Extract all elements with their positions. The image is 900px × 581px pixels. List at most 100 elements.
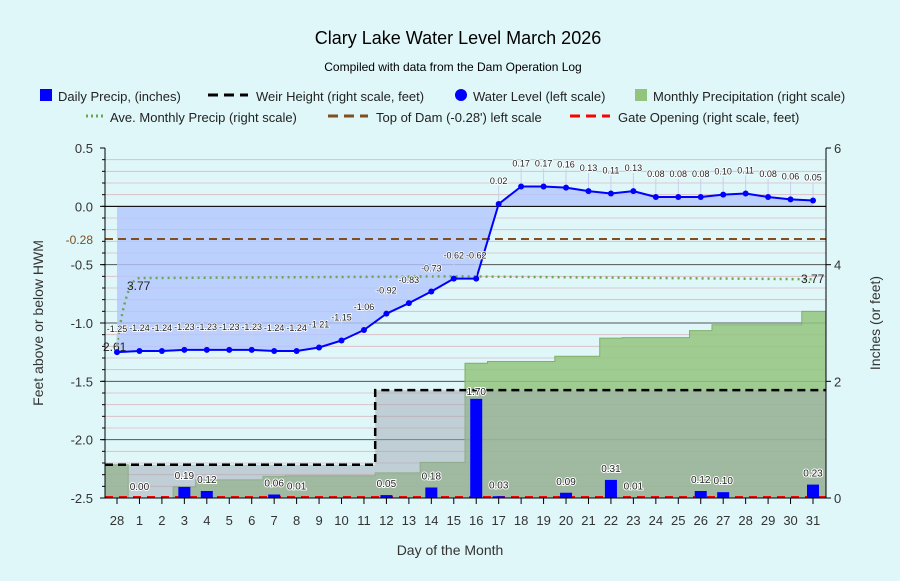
water-level-point [742,190,749,197]
x-tick-label: 21 [581,513,595,528]
y-axis-label: Feet above or below HWM [30,240,46,406]
daily-precip-bar [807,484,819,498]
water-level-label: -0.62 [466,251,487,261]
x-tick-label: 29 [761,513,775,528]
x-tick-label: 5 [226,513,233,528]
daily-precip-label: 0.19 [175,471,195,482]
water-level-label: 0.11 [737,166,754,176]
daily-precip-bar [470,398,483,498]
water-level-point [405,300,412,307]
water-level-point [765,194,772,200]
x-tick-label: 20 [559,513,573,528]
legend: Daily Precip, (inches) Weir Height (right… [40,89,845,125]
y-tick-label: 0.5 [75,141,93,156]
x-tick-label: 11 [357,513,371,528]
water-level-point [428,288,435,295]
x-tick-label: 14 [424,513,438,528]
water-level-label: 0.17 [512,159,530,169]
legend-item: Ave. Monthly Precip (right scale) [86,110,297,125]
daily-precip-label: 0.12 [197,475,217,486]
x-tick-label: 2 [158,513,165,528]
x-tick-label: 28 [738,513,752,528]
water-level-point [271,348,278,354]
water-level-point [316,344,323,351]
daily-precip-bar [268,494,281,498]
weir-height-line [105,388,826,466]
daily-precip-bar [604,479,617,498]
water-level-point [450,275,457,282]
water-level-point [158,348,165,354]
water-level-label: 0.02 [490,176,508,186]
water-level-point [652,194,659,200]
daily-precip-label: 0.03 [489,480,509,491]
daily-precip-label: 0.31 [601,464,621,475]
water-level-point [810,197,816,204]
x-tick-label: 31 [806,513,820,528]
daily-precip-label: 0.05 [377,479,397,490]
water-level-point [495,201,502,207]
water-level-label: -1.24 [129,323,150,333]
water-level-point [248,346,255,353]
legend-item: Gate Opening (right scale, feet) [570,110,799,125]
x-tick-label: 30 [783,513,797,528]
y-tick-label: -2.5 [71,491,93,506]
y2-tick-label: 2 [834,374,841,389]
water-level-label: -0.92 [376,286,397,296]
daily-precip-label: 0.06 [264,479,284,490]
water-level-point [114,349,120,356]
water-level-point [226,346,233,353]
y2-tick-label: 6 [834,141,841,156]
water-level-label: -1.24 [264,323,285,333]
water-level-label: -0.73 [421,264,442,274]
water-level-label: -1.06 [354,302,375,312]
legend-label: Monthly Precipitation (right scale) [653,89,845,104]
water-level-point [181,346,188,353]
daily-precip-bar [694,491,707,498]
legend-swatch [635,89,647,101]
water-level-point [585,188,592,195]
x-tick-label: 15 [447,513,461,528]
water-level-label: -1.23 [197,322,218,332]
water-level-point [720,191,727,198]
legend-label: Ave. Monthly Precip (right scale) [110,110,297,125]
x-tick-label: 4 [203,513,210,528]
ave-precip-label: 3.77 [127,279,151,293]
water-level-label: 0.11 [603,166,620,176]
daily-precip-label: 0.01 [287,481,307,492]
x-tick-label: 1 [136,513,143,528]
water-level-label: 0.08 [670,169,688,179]
legend-label: Top of Dam (-0.28') left scale [376,110,542,125]
legend-item: Weir Height (right scale, feet) [208,89,424,104]
x-tick-label: 9 [315,513,322,528]
legend-label: Water Level (left scale) [473,89,605,104]
chart-subtitle: Compiled with data from the Dam Operatio… [324,60,581,74]
daily-precip-label: 0.00 [130,482,150,493]
daily-precip-bar [717,492,730,498]
x-axis-label: Day of the Month [397,542,504,558]
plot-area: 3.77 3.772.610.000.19 0.12 0.06 0.01 0.050.18… [66,141,842,528]
legend-label: Weir Height (right scale, feet) [256,89,424,104]
y-tick-label: -1.0 [71,316,93,331]
x-tick-label: 8 [293,513,300,528]
x-tick-label: 7 [271,513,278,528]
water-level-point [136,348,143,354]
legend-item: Top of Dam (-0.28') left scale [328,110,542,125]
x-tick-label: 28 [110,513,124,528]
daily-precip-label: 0.01 [624,481,644,492]
x-tick-label: 22 [604,513,618,528]
water-level-label: 0.13 [580,163,598,173]
water-level-label: -0.83 [399,275,420,285]
water-level-label: 0.17 [535,159,553,169]
legend-swatch [40,89,52,101]
water-level-label: 0.16 [557,160,575,170]
water-level-label: -1.23 [174,322,195,332]
water-level-label: -1.25 [107,324,128,334]
water-level-point [518,183,525,190]
water-level-label: 0.08 [647,169,665,179]
daily-precip-label: 1.70 [466,387,486,398]
x-tick-label: 16 [469,513,483,528]
water-level-point [293,348,300,354]
water-level-point [540,183,547,190]
x-tick-label: 27 [716,513,730,528]
daily-precip-bar [560,492,573,498]
